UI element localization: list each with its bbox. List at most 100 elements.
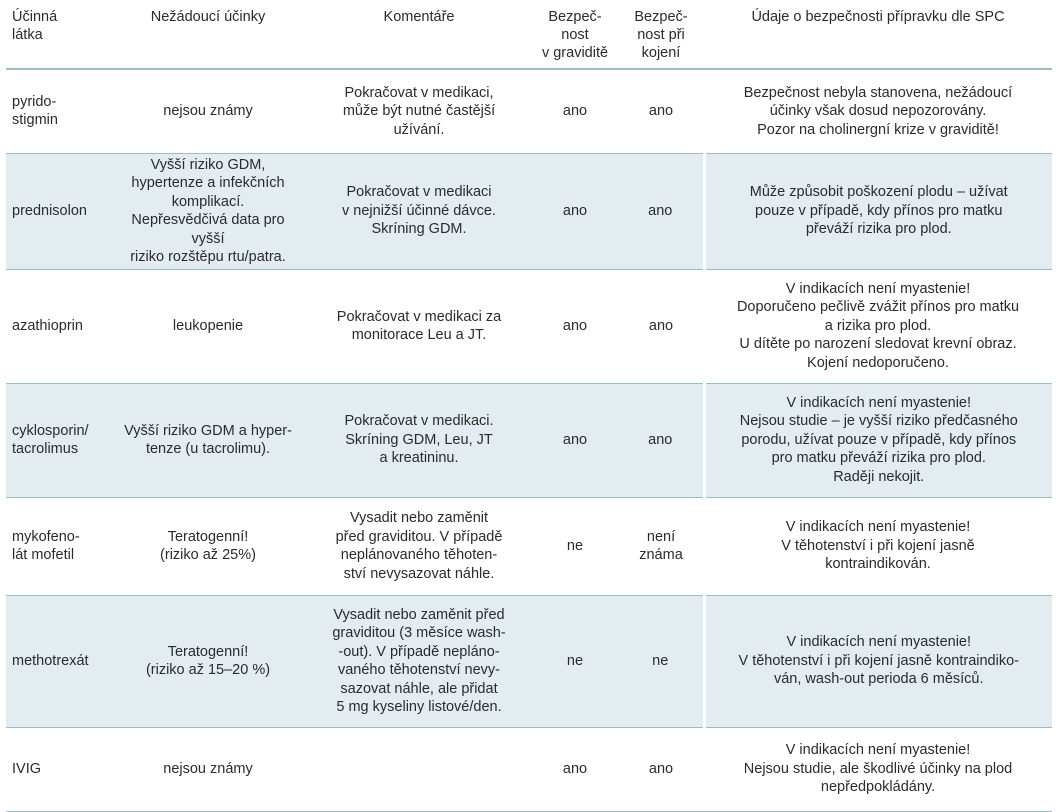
cell-line: nost: [561, 27, 589, 43]
table-row: pyrido-stigmin nejsou známy Pokračovat v m…: [6, 69, 1052, 154]
cell-line: v graviditě: [541, 45, 609, 61]
cell-line: ano: [648, 760, 674, 777]
cell-line: ne: [652, 652, 669, 669]
cell-pregnancy-safety: ano: [532, 727, 618, 812]
cell-line: a kreatininu.: [379, 450, 459, 467]
cell-line: V indikacích není myastenie!: [786, 634, 972, 651]
cell-line: Raději nekojit.: [833, 468, 925, 485]
cell-line: Údaje o bezpečnosti přípravku dle SPC: [751, 9, 1005, 25]
header-breastfeeding-safety: Bezpeč-nost při kojení: [618, 4, 704, 70]
cell-line: ství nevysazovat náhle.: [343, 565, 495, 582]
cell-substance: cyklosporin/tacrolimus: [6, 383, 110, 498]
cell-breastfeeding-safety: ano: [618, 383, 704, 498]
cell-line: Pozor na cholinergní krize v graviditě!: [757, 121, 999, 138]
cell-adverse-effects: nejsou známy: [110, 727, 306, 812]
cell-line: Teratogenní!: [167, 528, 249, 545]
cell-line: ne: [566, 537, 584, 554]
cell-line: kojení: [641, 45, 681, 61]
table-row: azathioprin leukopenie Pokračovat v medika…: [6, 269, 1052, 384]
cell-pregnancy-safety: ano: [532, 269, 618, 384]
cell-line: ano: [562, 103, 588, 119]
cell-breastfeeding-safety: ano: [618, 727, 704, 812]
cell-line: V indikacích není myastenie!: [785, 742, 971, 759]
cell-line: Může způsobit poškození plodu – užívat: [749, 184, 1008, 201]
cell-comments: [306, 727, 532, 812]
cell-line: komplikací.: [171, 193, 245, 210]
header-comments: Komentáře: [306, 4, 532, 70]
cell-line: V těhotenství i při kojení jasně: [781, 537, 975, 554]
cell-line: tenze (u tacrolimu).: [145, 441, 271, 457]
cell-line: ano: [648, 103, 674, 119]
cell-line: V těhotenství i při kojení jasně kontrai…: [738, 652, 1019, 669]
cell-pregnancy-safety: ano: [532, 153, 618, 270]
cell-line: ano: [562, 202, 588, 219]
cell-line: Vysadit nebo zaměnit: [349, 510, 489, 526]
table-row: methotrexát Teratogenní! (riziko až 15–20 …: [6, 595, 1052, 728]
cell-line: užívání.: [393, 121, 445, 138]
cell-line: Bezpeč-: [548, 9, 602, 25]
cell-adverse-effects: leukopenie: [110, 269, 306, 384]
cell-spc-safety: Může způsobit poškození plodu – užívat po…: [702, 153, 1052, 270]
cell-line: V indikacích není myastenie!: [786, 394, 972, 411]
cell-line: leukopenie: [172, 317, 244, 334]
cell-line: účinky však dosud nepozorovány.: [769, 103, 987, 119]
cell-line: tacrolimus: [12, 441, 79, 457]
cell-line: prednisolon: [12, 202, 87, 219]
cell-breastfeeding-safety: ne: [618, 595, 704, 728]
cell-spc-safety: V indikacích není myastenie! V těhotenstv…: [702, 595, 1052, 728]
cell-pregnancy-safety: ano: [532, 69, 618, 154]
header-row: Účinná látka Nežádoucí účinky Komentáře Bezp…: [6, 4, 1052, 70]
cell-line: Pokračovat v medikaci: [346, 184, 492, 201]
cell-line: Vyšší riziko GDM,: [150, 156, 266, 173]
cell-adverse-effects: Teratogenní! (riziko až 15–20 %): [110, 595, 306, 728]
cell-line: (riziko až 15–20 %): [145, 662, 271, 678]
cell-line: látka: [12, 27, 43, 43]
cell-line: Skríning GDM, Leu, JT: [345, 431, 493, 448]
cell-comments: Vysadit nebo zaměnit před graviditou (3 m…: [306, 595, 532, 728]
cell-line: ván, wash-out perioda 6 měsíců.: [773, 671, 984, 688]
cell-line: lát mofetil: [12, 547, 75, 563]
cell-comments: Pokračovat v medikaci. Skríning GDM, Leu,…: [306, 383, 532, 498]
cell-spc-safety: Bezpečnost nebyla stanovena, nežádoucí úč…: [704, 69, 1052, 154]
safety-table: Účinná látka Nežádoucí účinky Komentáře Bezp…: [6, 4, 1052, 812]
table-header: Účinná látka Nežádoucí účinky Komentáře Bezp…: [6, 4, 1052, 70]
cell-substance: mykofeno-lát mofetil: [6, 497, 110, 596]
cell-line: pro matku převáží rizika pro plod.: [771, 450, 986, 467]
cell-comments: Pokračovat v medikaci za monitorace Leu a…: [306, 269, 532, 384]
cell-adverse-effects: nejsou známy: [110, 69, 306, 154]
table-row: cyklosporin/tacrolimus Vyšší riziko GDM a…: [6, 383, 1052, 498]
cell-line: mykofeno-: [12, 528, 80, 545]
cell-line: a rizika pro plod.: [824, 317, 932, 334]
cell-line: není: [646, 528, 676, 545]
table-row: prednisolon Vyšší riziko GDM, hypertenze a…: [6, 153, 1052, 270]
cell-line: IVIG: [12, 760, 42, 777]
cell-comments: Pokračovat v medikaci, může být nutné čas…: [306, 69, 532, 154]
cell-breastfeeding-safety: ano: [618, 269, 704, 384]
cell-breastfeeding-safety: není známa: [618, 497, 704, 596]
table-row: IVIG nejsou známy ano ano V indikacích není …: [6, 727, 1052, 812]
header-spc-safety: Údaje o bezpečnosti přípravku dle SPC: [704, 4, 1052, 70]
cell-comments: Vysadit nebo zaměnit před graviditou. V p…: [306, 497, 532, 596]
cell-spc-safety: V indikacích není myastenie! Nejsou studi…: [702, 383, 1052, 498]
cell-substance: prednisolon: [6, 153, 110, 270]
cell-line: cyklosporin/: [12, 422, 89, 439]
cell-line: Doporučeno pečlivě zvážit přínos pro mat…: [736, 299, 1020, 316]
cell-line: Komentáře: [383, 9, 455, 25]
header-adverse-effects: Nežádoucí účinky: [110, 4, 306, 70]
cell-line: v nejnižší účinné dávce.: [342, 202, 496, 219]
cell-line: sazovat náhle, ale přidat: [340, 680, 498, 697]
cell-line: V indikacích není myastenie!: [785, 280, 971, 297]
cell-line: převáží rizika pro plod.: [805, 221, 952, 238]
cell-substance: pyrido-stigmin: [6, 69, 110, 154]
cell-pregnancy-safety: ne: [532, 497, 618, 596]
cell-line: Pokračovat v medikaci za: [336, 308, 502, 325]
cell-comments: Pokračovat v medikaci v nejnižší účinné d…: [306, 153, 532, 270]
cell-pregnancy-safety: ano: [532, 383, 618, 498]
cell-spc-safety: V indikacích není myastenie! Nejsou studi…: [704, 727, 1052, 812]
cell-line: stigmin: [12, 112, 58, 129]
cell-line: Nejsou studie, ale škodlivé účinky na pl…: [743, 760, 1013, 777]
cell-line: 5 mg kyseliny listové/den.: [336, 699, 502, 715]
table-body: pyrido-stigmin nejsou známy Pokračovat v m…: [6, 69, 1052, 812]
cell-line: Nepřesvědčivá data pro vyšší: [131, 212, 285, 247]
cell-spc-safety: V indikacích není myastenie! V těhotenstv…: [704, 497, 1052, 596]
